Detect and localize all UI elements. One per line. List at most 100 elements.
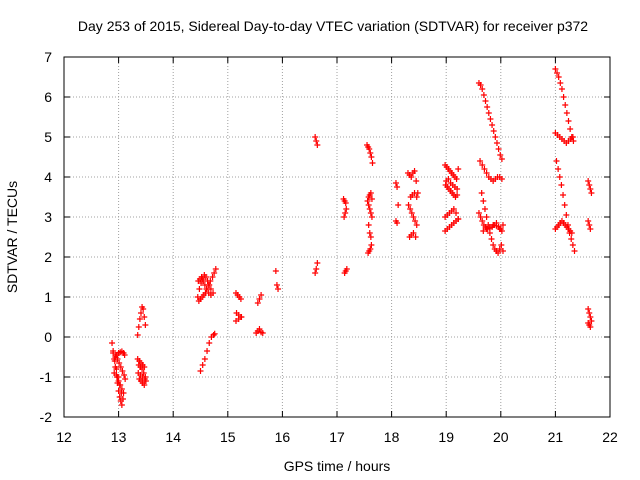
data-point — [313, 266, 320, 272]
data-point — [563, 212, 570, 218]
y-tick-label: 1 — [44, 289, 52, 305]
data-point — [485, 110, 492, 116]
data-point — [212, 266, 219, 272]
data-point — [587, 324, 594, 330]
data-point — [117, 364, 124, 370]
data-point — [364, 198, 371, 204]
data-point — [488, 236, 495, 242]
data-point — [568, 236, 575, 242]
data-point — [367, 246, 374, 252]
grid-lines — [64, 57, 610, 417]
data-point — [272, 268, 279, 274]
data-point — [394, 184, 401, 190]
data-point — [483, 170, 490, 176]
data-point — [585, 306, 592, 312]
data-point — [455, 166, 462, 172]
x-tick-label: 21 — [548, 429, 564, 445]
x-axis-label: GPS time / hours — [284, 458, 391, 474]
data-point — [141, 314, 148, 320]
data-point — [490, 128, 497, 134]
data-point — [275, 286, 282, 292]
data-point — [496, 246, 503, 252]
data-point — [554, 70, 561, 76]
data-point — [113, 366, 120, 372]
data-point — [198, 274, 205, 280]
data-point — [119, 396, 126, 402]
data-point — [394, 220, 401, 226]
data-point — [210, 332, 217, 338]
data-point — [140, 306, 147, 312]
data-point — [478, 190, 485, 196]
y-tick-label: 3 — [44, 209, 52, 225]
data-point — [498, 176, 505, 182]
data-point — [454, 192, 461, 198]
x-tick-label: 15 — [220, 429, 236, 445]
data-point — [136, 316, 143, 322]
data-point — [201, 282, 208, 288]
data-point — [411, 190, 418, 196]
data-point — [498, 228, 505, 234]
data-point — [142, 322, 149, 328]
data-point — [571, 248, 578, 254]
data-point — [585, 218, 592, 224]
data-point — [588, 318, 595, 324]
data-point — [493, 140, 500, 146]
y-tick-labels: -2 -1 0 1 2 3 4 5 6 7 — [40, 49, 53, 425]
y-tick-label: 0 — [44, 329, 52, 345]
data-point — [497, 152, 504, 158]
data-point — [568, 230, 575, 236]
data-point — [557, 80, 564, 86]
data-point — [586, 182, 593, 188]
data-point — [206, 340, 213, 346]
x-tick-label: 12 — [56, 429, 72, 445]
data-point — [586, 222, 593, 228]
data-point — [563, 110, 570, 116]
data-point — [454, 186, 461, 192]
x-tick-label: 18 — [384, 429, 400, 445]
data-point — [481, 206, 488, 212]
data-point — [567, 126, 574, 132]
data-point — [455, 216, 462, 222]
data-point — [118, 402, 125, 408]
data-point — [368, 214, 375, 220]
data-point — [445, 176, 452, 182]
data-point — [117, 382, 124, 388]
data-point — [411, 168, 418, 174]
y-tick-label: -2 — [40, 409, 53, 425]
x-tick-label: 14 — [165, 429, 181, 445]
data-point — [203, 286, 210, 292]
data-point — [498, 242, 505, 248]
chart-title: Day 253 of 2015, Sidereal Day-to-day VTE… — [78, 18, 588, 34]
data-point — [588, 190, 595, 196]
data-point — [413, 178, 420, 184]
data-point — [199, 362, 206, 368]
x-tick-label: 17 — [329, 429, 345, 445]
data-point — [341, 214, 348, 220]
data-point — [453, 176, 460, 182]
data-point — [552, 66, 559, 72]
data-point — [197, 368, 204, 374]
data-point — [116, 360, 123, 366]
data-point — [256, 326, 263, 332]
data-point — [490, 222, 497, 228]
data-point — [204, 348, 211, 354]
data-point — [483, 226, 490, 232]
data-point — [367, 210, 374, 216]
data-point — [413, 222, 420, 228]
data-point — [141, 382, 148, 388]
data-point — [410, 214, 417, 220]
data-point — [201, 356, 208, 362]
data-point — [562, 102, 569, 108]
data-point — [490, 242, 497, 248]
data-point — [258, 292, 265, 298]
data-point — [254, 300, 261, 306]
data-point — [413, 194, 420, 200]
data-point — [211, 270, 218, 276]
data-point — [585, 178, 592, 184]
data-point — [555, 74, 562, 80]
data-point — [273, 282, 280, 288]
data-point — [196, 286, 203, 292]
data-point — [141, 376, 148, 382]
data-point — [395, 202, 402, 208]
data-point — [238, 314, 245, 320]
